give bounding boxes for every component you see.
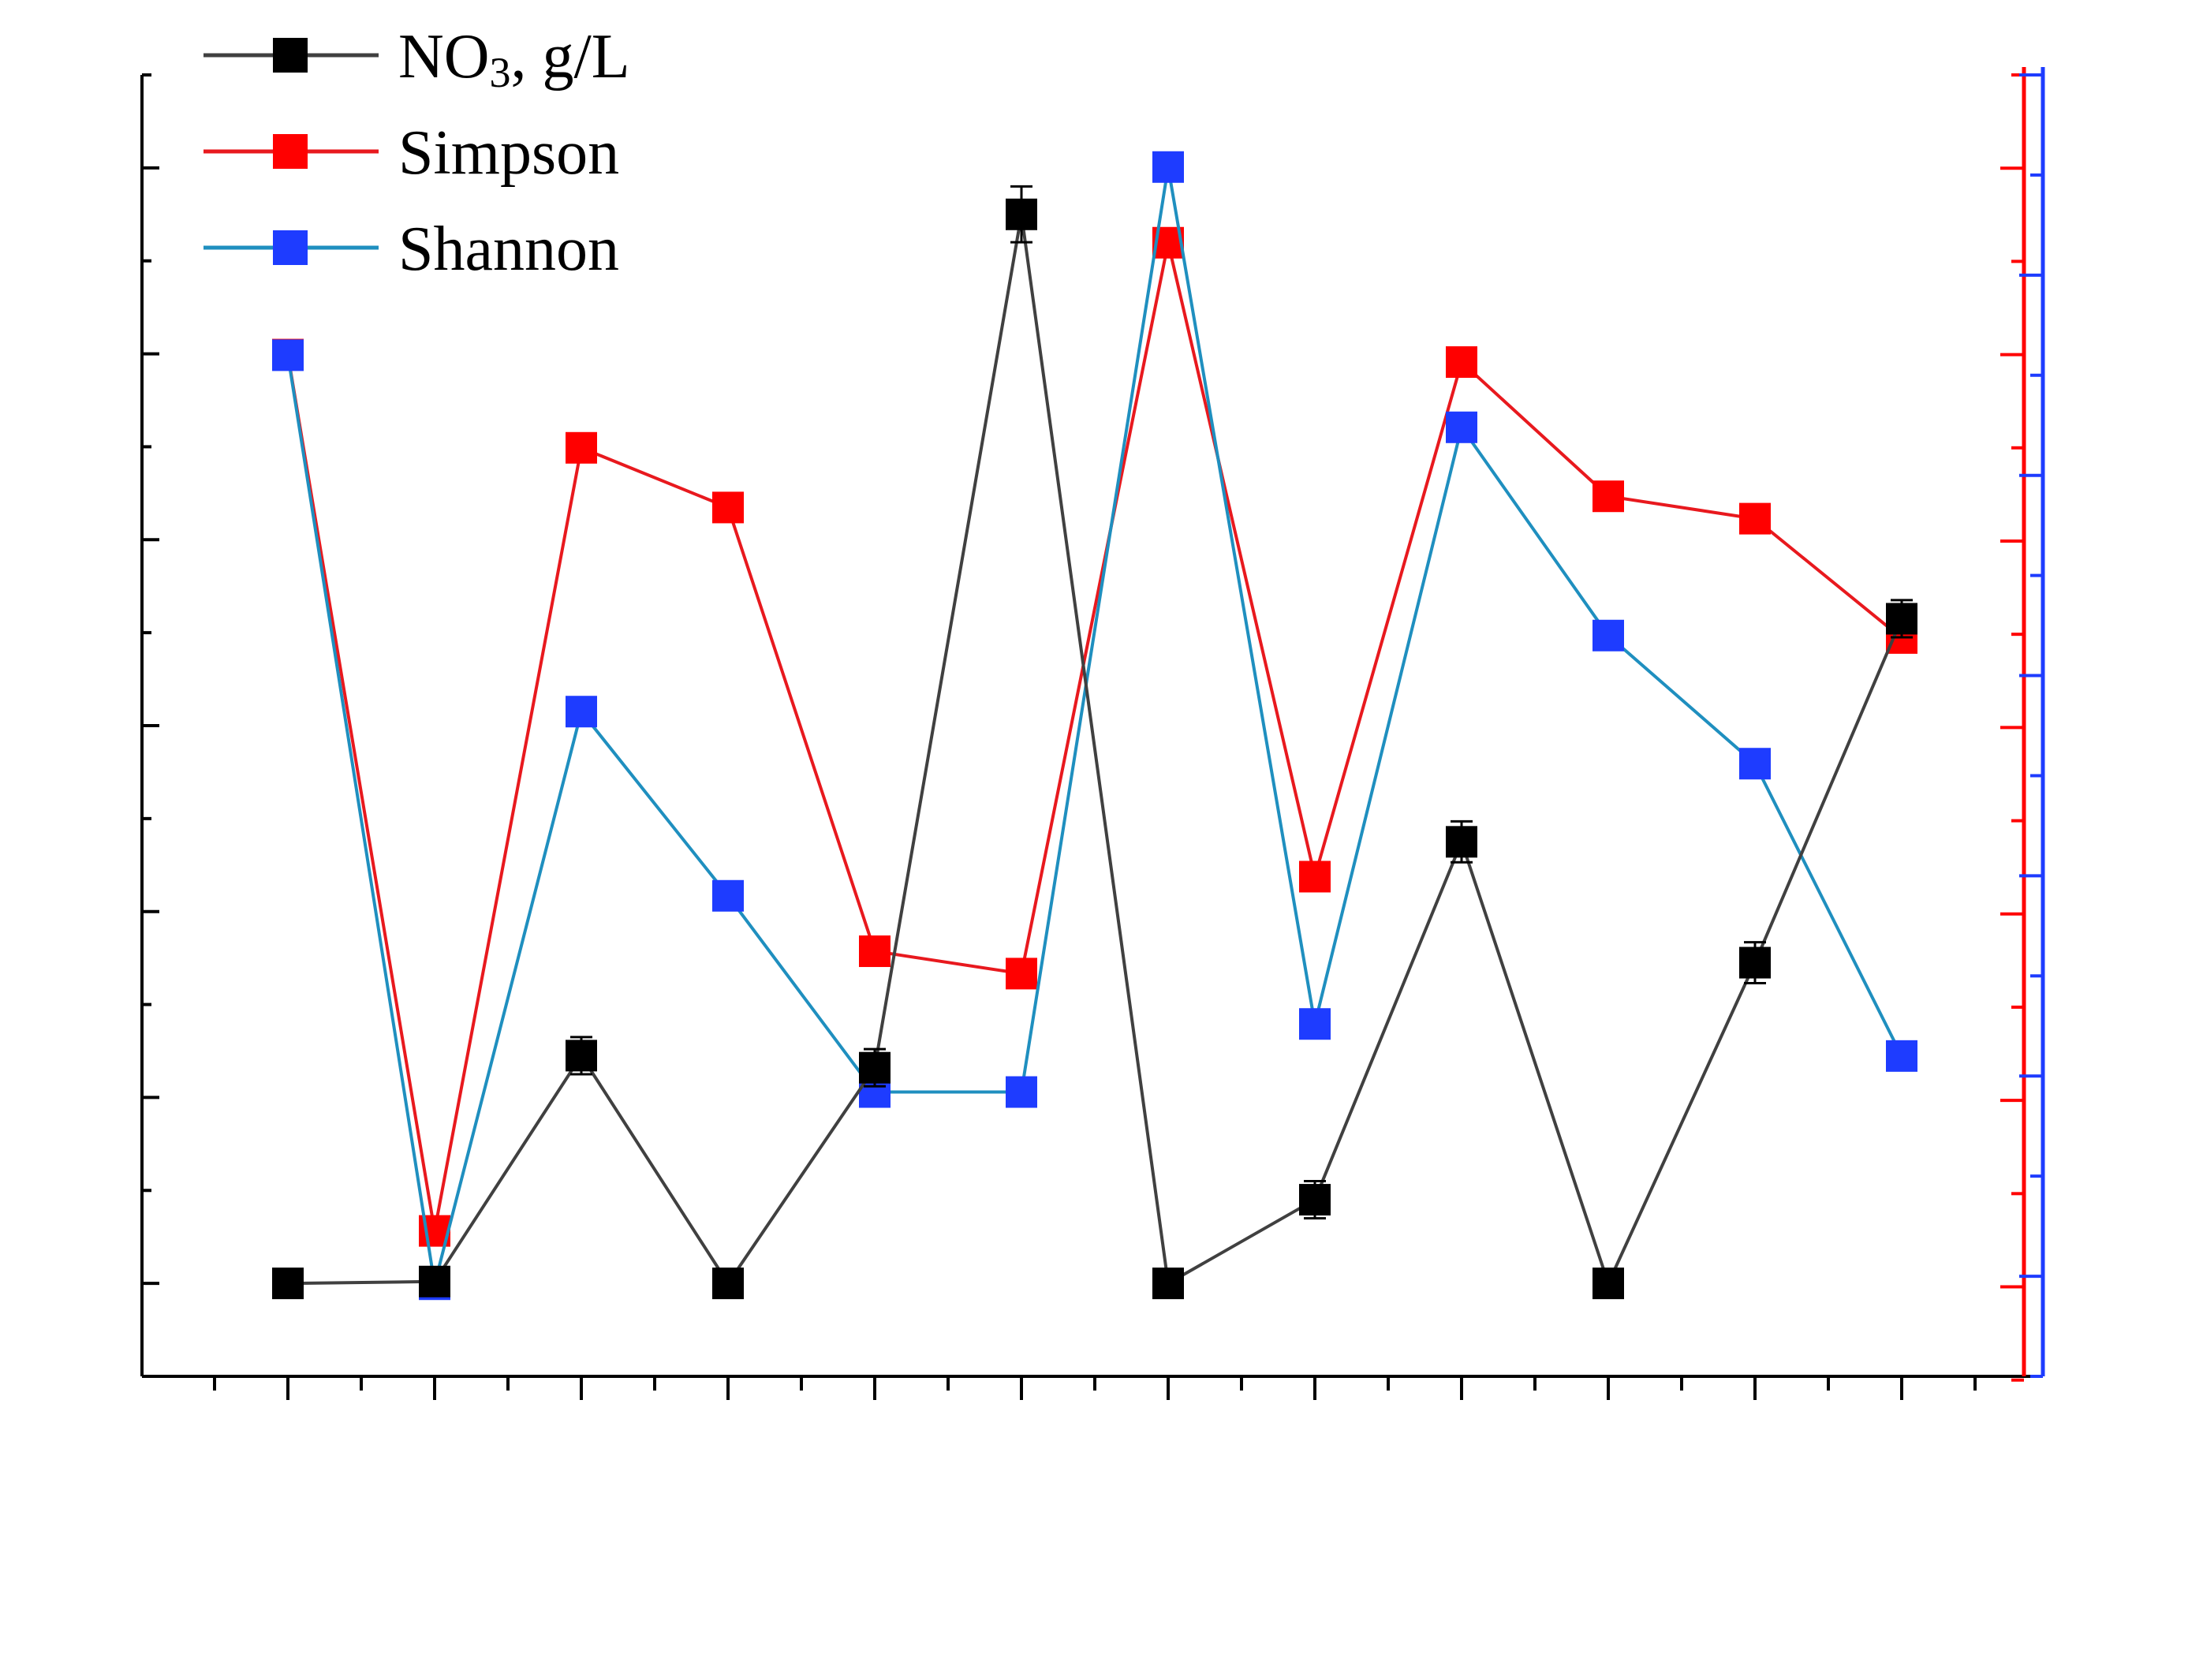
no3-point	[859, 1051, 891, 1084]
no3-point	[1152, 1267, 1184, 1300]
legend-no3-label: NO3, g/L	[398, 22, 630, 96]
simpson-point	[1299, 861, 1331, 893]
simpson-series-line	[286, 242, 1903, 1231]
shannon-point	[1299, 1008, 1331, 1040]
legend: NO3, g/L Simpson Shannon	[203, 22, 630, 284]
simpson-point	[1006, 958, 1037, 990]
legend-simpson-marker	[273, 134, 308, 169]
shannon-point	[1006, 1076, 1037, 1108]
no3-point	[566, 1040, 597, 1072]
no3-point	[1446, 826, 1477, 858]
legend-shannon-label: Shannon	[398, 215, 619, 284]
simpson-point	[1446, 346, 1477, 379]
shannon-point	[1152, 151, 1184, 183]
series-group	[272, 151, 1917, 1301]
shannon-point	[1886, 1040, 1917, 1072]
shannon-point	[272, 339, 304, 371]
no3-point	[1593, 1267, 1624, 1300]
shannon-point	[1739, 748, 1771, 780]
no3-point	[712, 1267, 744, 1300]
axes-group	[140, 67, 2045, 1400]
no3-point	[272, 1267, 304, 1300]
shannon-point	[712, 879, 744, 912]
no3-point	[1739, 946, 1771, 979]
simpson-point	[1739, 502, 1771, 535]
simpson-point	[566, 431, 597, 464]
legend-shannon-marker	[273, 230, 308, 265]
simpson-point	[1593, 480, 1624, 513]
legend-simpson-label: Simpson	[398, 118, 619, 188]
no3-point	[1299, 1184, 1331, 1216]
no3-point	[1886, 603, 1917, 635]
simpson-point	[712, 491, 744, 524]
simpson-point	[859, 935, 891, 968]
no3-point	[419, 1265, 450, 1297]
no3-series-line	[287, 214, 1903, 1288]
shannon-point	[566, 696, 597, 728]
legend-no3-marker	[273, 38, 308, 73]
shannon-series-line	[286, 166, 1903, 1285]
no3-point	[1006, 198, 1037, 230]
shannon-point	[1593, 619, 1624, 651]
shannon-point	[1446, 411, 1477, 443]
